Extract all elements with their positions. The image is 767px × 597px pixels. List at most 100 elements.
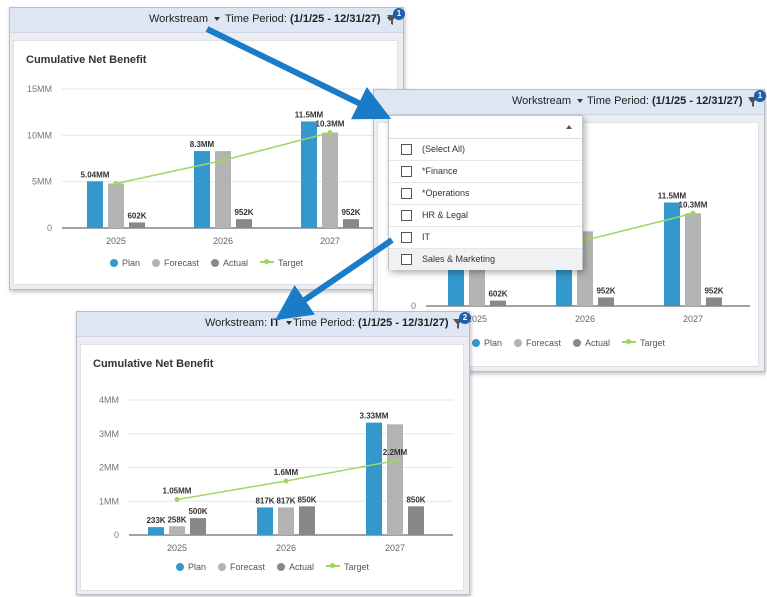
checkbox[interactable] [401,232,412,243]
checkbox[interactable] [401,210,412,221]
checkbox[interactable] [401,144,412,155]
filter-count-badge: 1 [393,8,405,20]
legend-forecast[interactable]: Forecast [152,258,199,268]
legend-actual[interactable]: Actual [573,338,610,348]
data-label-plan: 5.04MM [81,170,110,179]
x-tick-label: 2025 [467,314,487,324]
dropdown-search[interactable] [389,116,582,139]
chevron-down-icon [577,99,584,104]
bar-actual [190,518,206,535]
x-tick-label: 2027 [320,236,340,246]
chart-legend: Plan Forecast Actual Target [472,338,677,348]
legend-target[interactable]: Target [326,562,369,572]
legend-forecast[interactable]: Forecast [218,562,265,572]
legend-plan[interactable]: Plan [472,338,502,348]
bar-actual [343,219,359,228]
dropdown-option-hr-legal[interactable]: HR & Legal [389,205,582,227]
target-point [283,478,289,484]
forecast-swatch [514,339,523,347]
time-period-filter[interactable]: Time Period: (1/1/25 - 12/31/27) [225,13,393,25]
workstream-filter[interactable]: Workstream [512,95,584,107]
chart-panel-1: Workstream Time Period: (1/1/25 - 12/31/… [9,7,405,290]
option-label: (Select All) [422,144,466,154]
forecast-swatch [218,563,227,571]
y-tick-label: 1MM [99,496,119,506]
bar-actual [299,506,315,535]
bar-plan [257,507,273,535]
dropdown-option-select-all[interactable]: (Select All) [389,139,582,161]
legend-plan[interactable]: Plan [110,258,140,268]
y-tick-label: 10MM [27,130,52,140]
workstream-label: Workstream [149,13,209,25]
chevron-down-icon [285,321,292,326]
workstream-filter[interactable]: Workstream [149,13,221,25]
y-tick-label: 15MM [27,84,52,94]
checkbox[interactable] [401,188,412,199]
y-tick-label: 5MM [32,177,52,187]
legend-actual[interactable]: Actual [277,562,314,572]
y-tick-label: 0 [47,223,52,233]
legend-actual-label: Actual [223,258,249,268]
y-tick-label: 0 [114,530,119,540]
bar-plan [448,260,464,306]
target-point [690,210,696,216]
x-tick-label: 2025 [167,543,187,553]
legend-actual-label: Actual [289,562,315,572]
plan-swatch [110,259,118,267]
bar-plan [664,202,680,306]
chevron-down-icon [214,17,221,22]
dropdown-option-operations[interactable]: *Operations [389,183,582,205]
checkbox[interactable] [401,166,412,177]
filter-button[interactable]: 1 [386,8,405,26]
time-period-filter[interactable]: Time Period: (1/1/25 - 12/31/27) [587,95,755,107]
bar-actual [490,300,506,306]
bar-actual [598,297,614,306]
y-tick-label: 2MM [99,463,119,473]
data-label-plan: 233K [146,516,165,525]
bar-forecast [387,424,403,535]
legend-plan[interactable]: Plan [176,562,206,572]
data-label-target: 2.2MM [383,448,408,457]
bar-plan [301,121,317,228]
legend-forecast[interactable]: Forecast [514,338,561,348]
data-label-actual: 602K [488,290,507,299]
target-point [174,497,180,503]
workstream-filter[interactable]: Workstream: IT [205,317,292,329]
legend-target[interactable]: Target [260,258,303,268]
chart-legend: Plan Forecast Actual Target [176,562,381,572]
dropdown-option-finance[interactable]: *Finance [389,161,582,183]
data-label-plan: 11.5MM [658,192,687,201]
chart-legend: Plan Forecast Actual Target [110,258,315,268]
filter-button[interactable]: 1 [747,90,766,108]
workstream-value: IT [270,317,280,329]
bar-chart: 0 5MM 10MM 15MM 5.04MM 602K 2025 8.3MM 952K 2026 1… [27,84,389,246]
actual-swatch [277,563,286,571]
data-label-plan: 11.5MM [295,110,324,119]
dropdown-option-sales-marketing[interactable]: Sales & Marketing [389,249,582,270]
data-label-forecast: 817K [276,496,295,505]
filter-count-badge: 2 [459,312,471,324]
bar-actual [129,222,145,228]
time-period-filter[interactable]: Time Period: (1/1/25 - 12/31/27) [293,317,461,329]
target-swatch [326,563,341,568]
checkbox[interactable] [401,254,412,265]
x-tick-label: 2025 [106,236,126,246]
target-point [582,237,588,243]
legend-target-label: Target [344,562,370,572]
x-tick-label: 2026 [213,236,233,246]
legend-actual[interactable]: Actual [211,258,248,268]
workstream-label: Workstream [512,95,572,107]
filter-button[interactable]: 2 [452,312,471,330]
legend-target[interactable]: Target [622,338,665,348]
data-label-actual: 850K [406,495,425,504]
dropdown-option-it[interactable]: IT [389,227,582,249]
data-label-actual: 850K [297,495,316,504]
actual-swatch [573,339,582,347]
filter-bar: Workstream: IT Time Period: (1/1/25 - 12… [77,312,471,337]
workstream-dropdown: (Select All) *Finance *Operations HR & L… [388,115,583,270]
data-label-actual: 602K [127,211,146,220]
bar-forecast [278,507,294,535]
legend-target-label: Target [640,338,666,348]
option-label: HR & Legal [422,210,469,220]
